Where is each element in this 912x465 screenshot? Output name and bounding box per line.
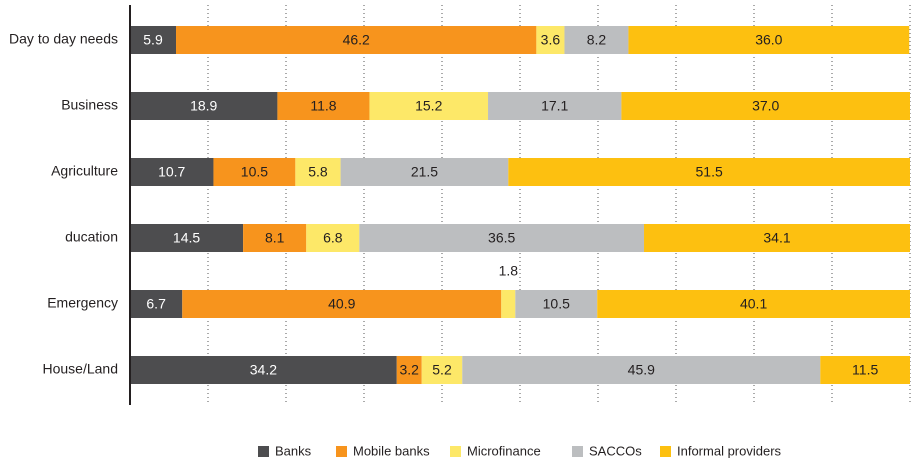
category-label: Day to day needs [9, 31, 118, 47]
bar-segment [462, 356, 821, 384]
bar-segment [243, 224, 307, 252]
value-label: 5.2 [432, 362, 452, 378]
bar-segment [182, 290, 502, 318]
value-label: 14.5 [173, 230, 200, 246]
legend-swatch [258, 446, 269, 457]
bar-segment [130, 356, 397, 384]
bar-segment [130, 290, 183, 318]
category-label: House/Land [42, 361, 118, 377]
legend-label: Microfinance [467, 443, 541, 458]
category-label: ducation [65, 229, 118, 245]
value-label: 10.5 [543, 296, 570, 312]
bar-segment [644, 224, 910, 252]
legend-swatch [336, 446, 347, 457]
bar-segment [628, 26, 910, 54]
bar-segment [621, 92, 910, 120]
value-label: 3.2 [400, 362, 420, 378]
value-label: 8.2 [587, 32, 607, 48]
bar-segment [501, 290, 516, 318]
bar-segment [536, 26, 565, 54]
legend-swatch [572, 446, 583, 457]
legend-label: Informal providers [677, 443, 782, 458]
bar-segment [396, 356, 422, 384]
bar-segment [277, 92, 370, 120]
bar-segment [306, 224, 360, 252]
value-label: 1.8 [499, 263, 519, 279]
bar-segment [340, 158, 509, 186]
bar-segment [488, 92, 622, 120]
bar-segment [130, 224, 244, 252]
bar-segment [597, 290, 910, 318]
value-label: 6.7 [146, 296, 166, 312]
value-label: 18.9 [190, 98, 217, 114]
bar-segment [369, 92, 489, 120]
bar-segment [564, 26, 629, 54]
value-label: 10.7 [158, 164, 185, 180]
legend-label: Mobile banks [353, 443, 430, 458]
value-label: 10.5 [241, 164, 268, 180]
value-label: 11.8 [310, 98, 336, 114]
bar-segment [130, 92, 278, 120]
value-label: 6.8 [323, 230, 343, 246]
value-label: 17.1 [541, 98, 568, 114]
value-label: 51.5 [696, 164, 723, 180]
category-label: Business [61, 97, 118, 113]
value-label: 34.1 [763, 230, 790, 246]
value-label: 34.2 [250, 362, 277, 378]
value-label: 46.2 [343, 32, 370, 48]
value-label: 3.6 [541, 32, 561, 48]
bar-segment [508, 158, 910, 186]
legend-label: SACCOs [589, 443, 642, 458]
bar-segment [130, 26, 177, 54]
bar-segment [421, 356, 463, 384]
value-label: 5.8 [308, 164, 328, 180]
bar-segment [295, 158, 341, 186]
value-label: 36.0 [755, 32, 782, 48]
bar-segment [515, 290, 598, 318]
value-label: 45.9 [628, 362, 655, 378]
bar-segment [176, 26, 537, 54]
value-label: 37.0 [752, 98, 779, 114]
value-label: 36.5 [488, 230, 515, 246]
legend-swatch [660, 446, 671, 457]
bar-segment [820, 356, 910, 384]
value-label: 21.5 [411, 164, 438, 180]
value-label: 15.2 [415, 98, 442, 114]
bar-segment [130, 158, 214, 186]
value-label: 5.9 [143, 32, 163, 48]
bar-segment [213, 158, 296, 186]
legend-label: Banks [275, 443, 312, 458]
bar-segment [359, 224, 645, 252]
value-label: 40.9 [328, 296, 355, 312]
category-label: Agriculture [51, 163, 118, 179]
value-label: 40.1 [740, 296, 767, 312]
legend-swatch [450, 446, 461, 457]
value-label: 8.1 [265, 230, 285, 246]
value-label: 11.5 [852, 362, 878, 378]
category-label: Emergency [47, 295, 118, 311]
